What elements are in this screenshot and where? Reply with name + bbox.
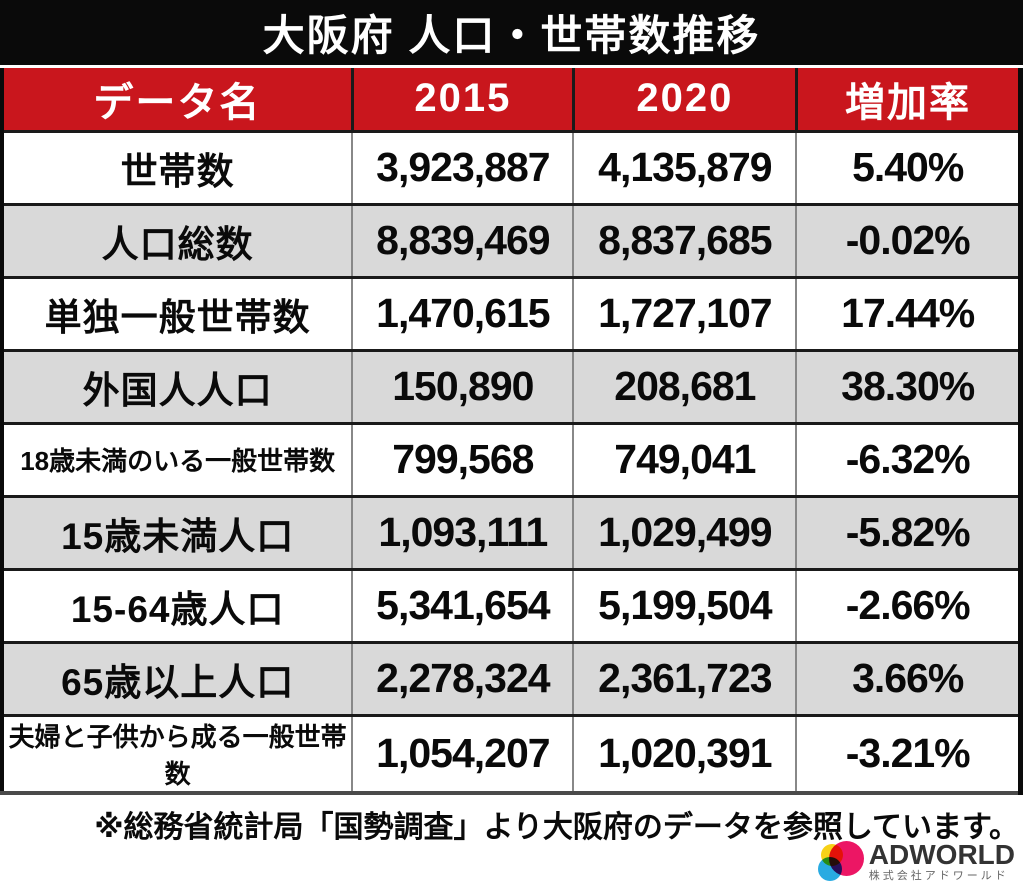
table-row: 夫婦と子供から成る一般世帯数 1,054,207 1,020,391 -3.21%: [2, 715, 1021, 793]
row-label: 15歳未満人口: [61, 515, 295, 557]
growth-rate: -6.32%: [795, 423, 1021, 496]
logo-text: ADWORLD 株式会社アドワールド: [869, 841, 1015, 882]
table-row: 15-64歳人口 5,341,654 5,199,504 -2.66%: [2, 569, 1021, 642]
title-bar: 大阪府 人口・世帯数推移: [0, 0, 1023, 65]
value-2020: 1,020,391: [572, 715, 797, 793]
table-header-row: データ名 2015 2020 増加率: [2, 68, 1021, 131]
table-row: 外国人人口 150,890 208,681 38.30%: [2, 350, 1021, 423]
logo-wordmark: ADWORLD: [868, 839, 1015, 870]
row-label: 外国人人口: [82, 369, 273, 411]
row-label: 18歳未満のいる一般世帯数: [20, 446, 336, 476]
logo-company: 株式会社アドワールド: [868, 870, 1009, 882]
value-2020: 2,361,723: [572, 642, 797, 715]
value-2020: 5,199,504: [572, 569, 797, 642]
table-row: 18歳未満のいる一般世帯数 799,568 749,041 -6.32%: [2, 423, 1021, 496]
value-2020: 1,029,499: [572, 496, 797, 569]
value-2020: 1,727,107: [572, 277, 797, 350]
value-2015: 5,341,654: [351, 569, 574, 642]
adworld-logo: ADWORLD 株式会社アドワールド: [817, 841, 1015, 882]
col-header-rate: 増加率: [794, 68, 1021, 131]
value-2020: 4,135,879: [572, 131, 797, 204]
population-stats-table: データ名 2015 2020 増加率 世帯数 3,923,887 4,135,879…: [0, 68, 1023, 795]
logo-circle-magenta: [828, 841, 864, 876]
row-label: 世帯数: [120, 150, 235, 192]
growth-rate: -0.02%: [795, 204, 1021, 277]
col-header-2015: 2015: [350, 68, 574, 131]
source-note: ※総務省統計局「国勢調査」より大阪府のデータを参照しています。: [94, 810, 1019, 844]
growth-rate: 38.30%: [795, 350, 1021, 423]
table-row: 15歳未満人口 1,093,111 1,029,499 -5.82%: [2, 496, 1021, 569]
value-2015: 1,054,207: [351, 715, 574, 793]
value-2015: 799,568: [351, 423, 574, 496]
value-2015: 8,839,469: [351, 204, 574, 277]
page-title: 大阪府 人口・世帯数推移: [262, 12, 761, 59]
col-header-2020: 2020: [571, 68, 797, 131]
value-2015: 2,278,324: [351, 642, 574, 715]
growth-rate: 3.66%: [795, 642, 1021, 715]
value-2015: 3,923,887: [351, 131, 574, 204]
value-2015: 1,093,111: [351, 496, 574, 569]
value-2020: 8,837,685: [572, 204, 797, 277]
table-row: 65歳以上人口 2,278,324 2,361,723 3.66%: [2, 642, 1021, 715]
growth-rate: -2.66%: [795, 569, 1021, 642]
growth-rate: -5.82%: [795, 496, 1021, 569]
row-label: 人口総数: [101, 223, 254, 265]
title-divider: [0, 65, 1023, 68]
value-2015: 150,890: [351, 350, 574, 423]
value-2020: 208,681: [572, 350, 797, 423]
row-label: 65歳以上人口: [61, 661, 295, 703]
col-header-data-name: データ名: [93, 80, 262, 125]
growth-rate: 5.40%: [795, 131, 1021, 204]
value-2015: 1,470,615: [351, 277, 574, 350]
table-row: 世帯数 3,923,887 4,135,879 5.40%: [2, 131, 1021, 204]
table-row: 人口総数 8,839,469 8,837,685 -0.02%: [2, 204, 1021, 277]
growth-rate: -3.21%: [795, 715, 1021, 793]
row-label: 夫婦と子供から成る一般世帯数: [8, 721, 347, 789]
row-label: 単独一般世帯数: [44, 296, 311, 338]
value-2020: 749,041: [572, 423, 797, 496]
row-label: 15-64歳人口: [70, 588, 285, 630]
growth-rate: 17.44%: [795, 277, 1021, 350]
adworld-logo-icon: [817, 841, 864, 882]
table-row: 単独一般世帯数 1,470,615 1,727,107 17.44%: [2, 277, 1021, 350]
